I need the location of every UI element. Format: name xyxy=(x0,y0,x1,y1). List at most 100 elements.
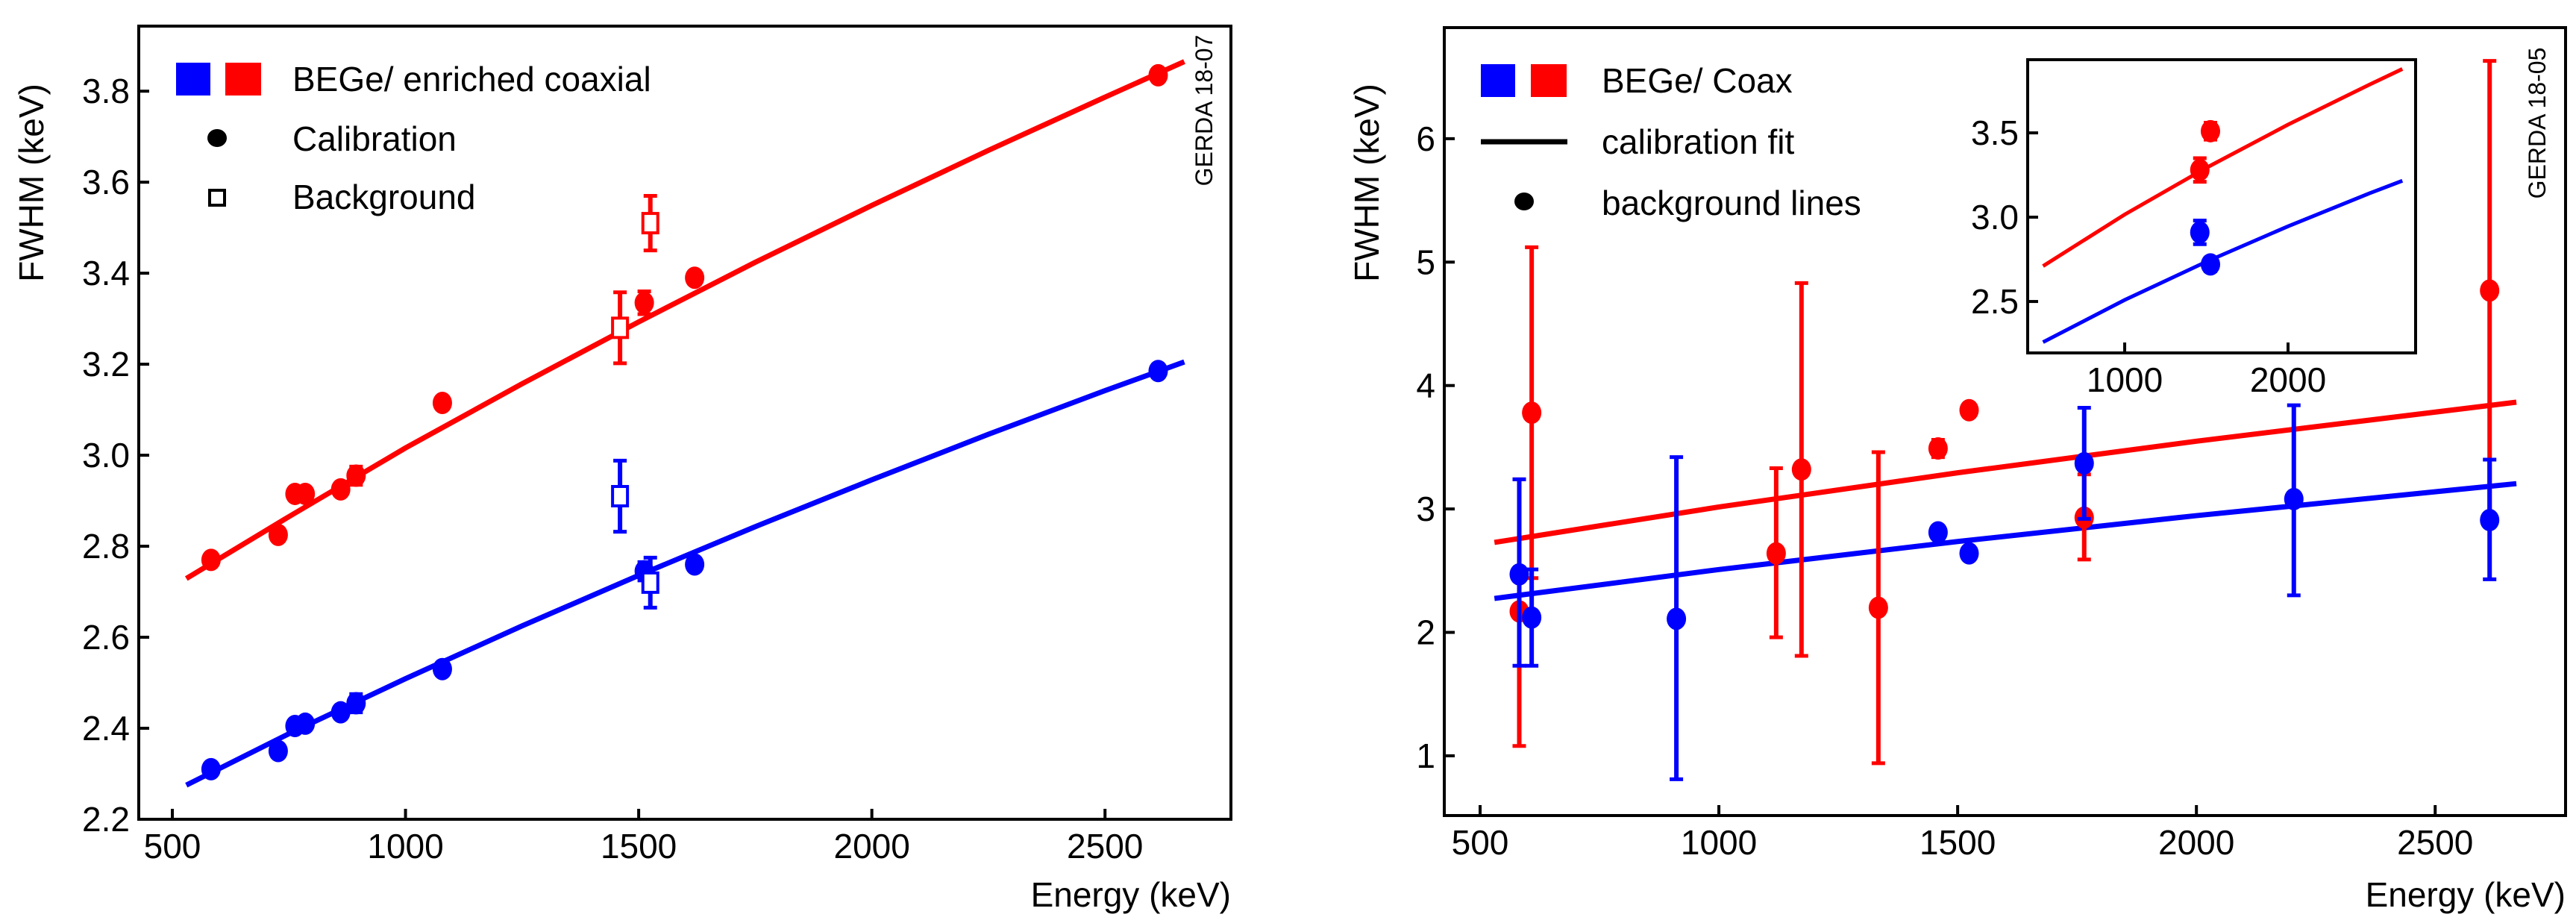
data-point xyxy=(1959,398,1979,422)
data-point xyxy=(2190,221,2210,244)
data-point xyxy=(432,391,452,414)
legend-dot-icon xyxy=(207,129,227,147)
data-point xyxy=(685,266,705,290)
data-point xyxy=(1667,607,1687,630)
x-tick-label: 2000 xyxy=(2250,360,2326,399)
y-tick-label: 2.6 xyxy=(82,618,130,657)
y-tick-label: 3.8 xyxy=(82,72,130,110)
y-tick-label: 5 xyxy=(1416,242,1435,281)
legend-blue-swatch xyxy=(1481,64,1515,97)
right-gerda-stamp: GERDA 18-05 xyxy=(2524,48,2551,199)
data-point xyxy=(295,482,316,505)
data-point xyxy=(2284,487,2304,510)
legend-background-lines-label: background lines xyxy=(1602,184,1861,222)
inset-plot-marks: 1000 2000 2.5 3.0 3.5 xyxy=(1971,67,2404,399)
x-tick-label: 1500 xyxy=(1920,823,1996,862)
data-point xyxy=(1148,63,1168,87)
data-point xyxy=(346,464,366,487)
right-x-axis-label: Energy (keV) xyxy=(2366,875,2566,914)
y-tick-label: 4 xyxy=(1416,366,1435,405)
legend-calibration-label: Calibration xyxy=(292,119,457,158)
data-point-open-square xyxy=(641,212,659,235)
data-point xyxy=(1522,401,1542,425)
data-point xyxy=(201,548,221,572)
left-panel: 500 1000 1500 2000 2500 2.2 2.4 2.6 2.8 3.0 3.2 3.4… xyxy=(12,25,1232,914)
legend-background-label: Background xyxy=(292,178,476,216)
x-tick-label: 2500 xyxy=(2397,823,2473,862)
data-point xyxy=(1148,360,1168,383)
x-tick-label: 500 xyxy=(144,827,201,866)
legend-detector-label: BEGe/ Coax xyxy=(1602,61,1793,100)
legend-blue-swatch xyxy=(176,63,210,96)
data-point xyxy=(1928,437,1948,460)
legend-fit-label: calibration fit xyxy=(1602,122,1794,161)
right-legend: BEGe/ Coax calibration fit background li… xyxy=(1481,61,1861,222)
right-plot-marks: 500 1000 1500 2000 2500 1 2 3 4 5 6 xyxy=(1416,59,2517,862)
data-point xyxy=(1522,606,1542,629)
legend-red-swatch xyxy=(225,63,261,96)
data-point xyxy=(295,712,316,735)
data-point xyxy=(268,739,288,763)
x-tick-label: 1000 xyxy=(367,827,443,866)
data-point xyxy=(685,553,705,576)
y-tick-label: 2.2 xyxy=(82,800,130,839)
x-tick-label: 1500 xyxy=(601,827,677,866)
x-tick-label: 2000 xyxy=(833,827,909,866)
y-tick-label: 2.5 xyxy=(1971,282,2019,321)
data-point-open-square xyxy=(611,316,630,339)
data-point xyxy=(1959,542,1979,565)
data-point xyxy=(2190,158,2210,181)
data-point xyxy=(1766,542,1786,565)
y-tick-label: 1 xyxy=(1416,736,1435,775)
y-tick-label: 3.6 xyxy=(82,163,130,201)
data-point-open-square xyxy=(641,571,659,594)
y-tick-label: 3.0 xyxy=(1971,198,2019,237)
data-point xyxy=(634,291,654,314)
data-point xyxy=(1868,596,1888,619)
inset-frame xyxy=(2026,58,2417,354)
left-plot-marks: 500 1000 1500 2000 2500 2.2 2.4 2.6 2.8 3.0 3.2 3.4… xyxy=(82,59,1185,866)
data-point xyxy=(2201,253,2221,276)
y-tick-label: 3.5 xyxy=(1971,113,2019,152)
data-point xyxy=(330,701,351,724)
fit-line xyxy=(2042,178,2404,344)
fit-line xyxy=(1494,399,2517,545)
x-tick-label: 500 xyxy=(1452,823,1509,862)
data-point xyxy=(2074,451,2094,475)
data-point xyxy=(1791,458,1811,481)
y-tick-label: 3.4 xyxy=(82,254,130,292)
legend-open-square-icon xyxy=(208,189,226,207)
y-tick-label: 6 xyxy=(1416,119,1435,158)
y-tick-label: 3.2 xyxy=(82,345,130,384)
left-plot-frame xyxy=(137,25,1232,821)
data-point xyxy=(268,523,288,546)
right-y-axis-label: FWHM (keV) xyxy=(1347,84,1386,282)
fit-line xyxy=(2042,67,2404,268)
y-tick-label: 3 xyxy=(1416,489,1435,528)
x-tick-label: 2500 xyxy=(1067,827,1143,866)
right-plot-frame xyxy=(1443,26,2567,817)
x-tick-label: 2000 xyxy=(2158,823,2234,862)
legend-red-swatch xyxy=(1531,64,1567,97)
y-tick-label: 2.8 xyxy=(82,527,130,566)
left-gerda-stamp: GERDA 18-07 xyxy=(1191,35,1218,187)
data-point xyxy=(432,657,452,680)
data-point xyxy=(330,478,351,501)
data-point-open-square xyxy=(611,484,630,507)
fit-line xyxy=(1494,481,2517,601)
y-tick-label: 2.4 xyxy=(82,709,130,748)
left-x-axis-label: Energy (keV) xyxy=(1031,875,1231,914)
y-tick-label: 3.0 xyxy=(82,436,130,475)
data-point xyxy=(2201,119,2221,143)
data-point xyxy=(1928,521,1948,544)
data-point xyxy=(1509,563,1529,586)
data-point xyxy=(2480,279,2500,302)
data-point xyxy=(346,692,366,715)
inset-frame-bg xyxy=(2028,60,2416,353)
left-y-axis-label: FWHM (keV) xyxy=(12,84,51,282)
left-legend: BEGe/ enriched coaxial Calibration Backg… xyxy=(176,60,651,216)
data-point xyxy=(201,757,221,780)
x-tick-label: 1000 xyxy=(1681,823,1757,862)
legend-detector-label: BEGe/ enriched coaxial xyxy=(292,60,651,98)
